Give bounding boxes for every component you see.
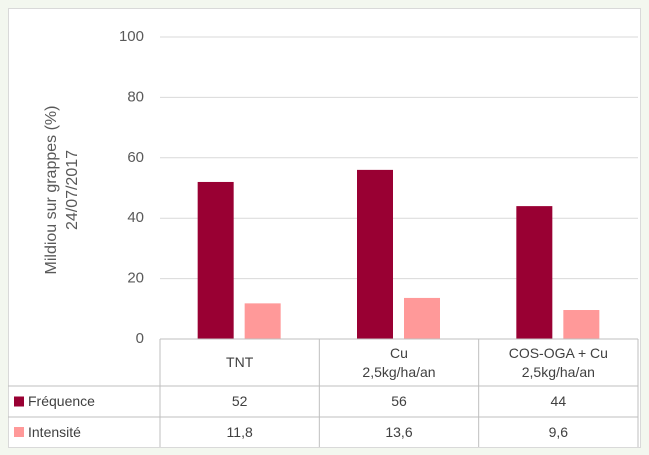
bar — [404, 297, 440, 339]
data-table-value: 44 — [550, 393, 567, 409]
data-table-value: 13,6 — [385, 423, 413, 440]
data-table-value: 56 — [391, 393, 407, 409]
data-table-value: 9,6 — [548, 423, 569, 440]
y-tick-label: 100 — [119, 28, 144, 45]
category-label: Cu 2,5kg/ha/an — [362, 344, 436, 380]
y-tick-label: 0 — [136, 330, 144, 347]
y-tick-label: 20 — [127, 270, 144, 287]
legend-key — [14, 427, 24, 437]
bar — [244, 303, 281, 339]
y-tick-label: 40 — [127, 209, 144, 226]
legend-key — [14, 396, 24, 407]
bar — [197, 181, 234, 339]
category-label: COS-OGA + Cu 2,5kg/ha/an — [508, 344, 608, 380]
legend-label: Intensité — [28, 423, 81, 440]
bar — [563, 310, 600, 339]
data-table-value: 11,8 — [226, 423, 253, 440]
bar — [357, 169, 393, 339]
data-table-value: 52 — [231, 393, 248, 409]
category-label: TNT — [226, 354, 254, 370]
y-axis-title: Mildiou sur grappes (%) 24/07/2017 — [43, 105, 81, 275]
bar — [516, 206, 553, 339]
y-tick-label: 80 — [127, 88, 144, 105]
legend-label: Fréquence — [28, 393, 95, 409]
y-tick-label: 60 — [127, 149, 144, 166]
